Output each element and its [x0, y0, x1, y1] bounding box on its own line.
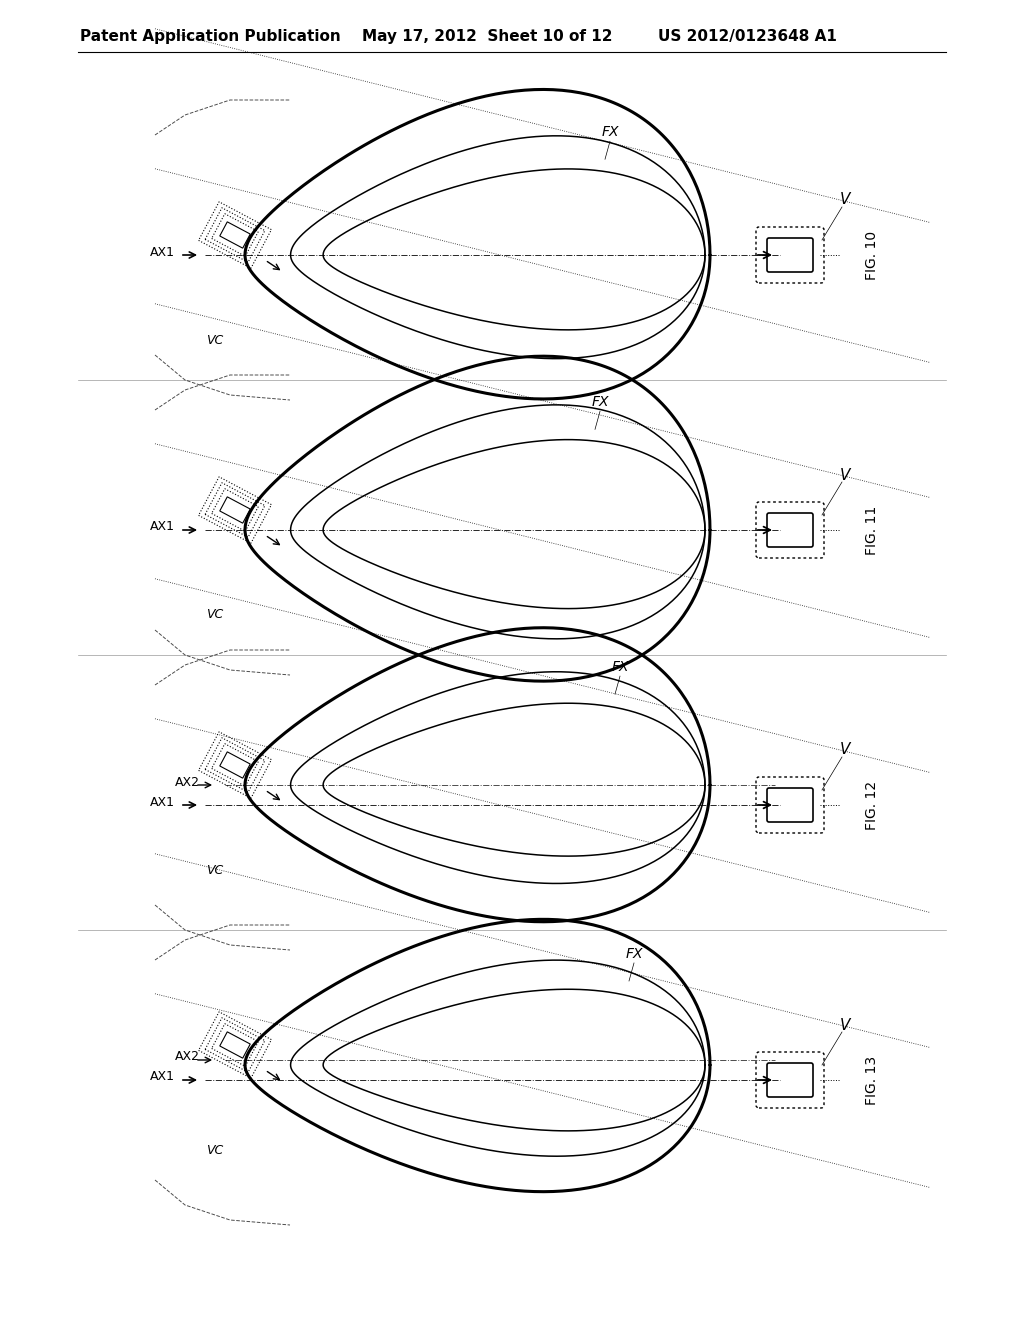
- Bar: [212, 214, 258, 256]
- Bar: [199, 731, 271, 799]
- Text: VC: VC: [207, 1143, 223, 1156]
- Bar: [212, 488, 258, 531]
- Bar: [199, 202, 271, 268]
- Text: FX: FX: [591, 396, 608, 409]
- Bar: [220, 496, 250, 523]
- Text: FX: FX: [611, 660, 629, 675]
- Text: VC: VC: [207, 609, 223, 622]
- Bar: [212, 743, 258, 787]
- Bar: [220, 222, 250, 248]
- Bar: [205, 207, 265, 263]
- Bar: [199, 477, 271, 544]
- Text: V: V: [840, 1018, 850, 1032]
- Bar: [205, 738, 265, 792]
- Bar: [212, 1024, 258, 1067]
- Text: US 2012/0123648 A1: US 2012/0123648 A1: [658, 29, 837, 45]
- Text: AX1: AX1: [150, 796, 175, 808]
- Text: VC: VC: [207, 863, 223, 876]
- Text: V: V: [840, 742, 850, 758]
- Text: Patent Application Publication: Patent Application Publication: [80, 29, 341, 45]
- Text: V: V: [840, 193, 850, 207]
- Text: V: V: [840, 467, 850, 483]
- Bar: [220, 752, 250, 779]
- Text: FIG. 10: FIG. 10: [865, 231, 879, 280]
- Text: FX: FX: [601, 125, 618, 139]
- Bar: [199, 1012, 271, 1078]
- Bar: [220, 1032, 250, 1059]
- Text: AX2: AX2: [175, 776, 200, 788]
- Text: FIG. 13: FIG. 13: [865, 1056, 879, 1105]
- Text: AX1: AX1: [150, 520, 175, 533]
- Bar: [205, 483, 265, 537]
- Bar: [205, 1018, 265, 1072]
- Text: FX: FX: [626, 946, 643, 961]
- Text: VC: VC: [207, 334, 223, 346]
- Text: FIG. 11: FIG. 11: [865, 506, 879, 554]
- Text: AX1: AX1: [150, 246, 175, 259]
- Text: AX2: AX2: [175, 1051, 200, 1064]
- Text: May 17, 2012  Sheet 10 of 12: May 17, 2012 Sheet 10 of 12: [362, 29, 612, 45]
- Text: AX1: AX1: [150, 1071, 175, 1084]
- Text: FIG. 12: FIG. 12: [865, 780, 879, 829]
